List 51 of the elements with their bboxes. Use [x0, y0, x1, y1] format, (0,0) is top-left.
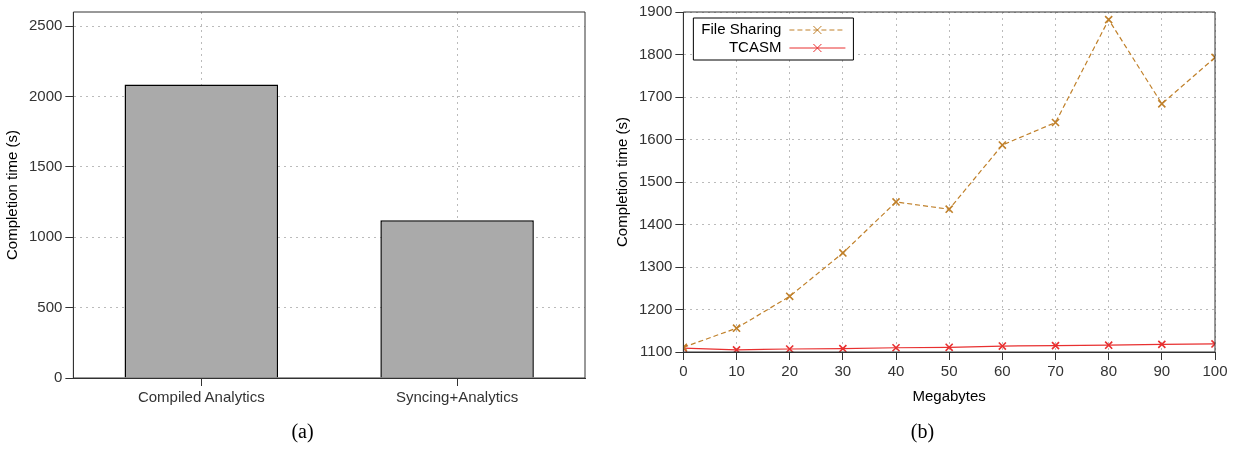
text: (b) — [910, 420, 935, 443]
x-tick-label: 80 — [1100, 362, 1118, 380]
point — [1051, 341, 1060, 350]
point — [1157, 340, 1167, 349]
y-tick-label: 1500 — [28, 156, 63, 174]
x-tick-label: 0 — [679, 362, 688, 380]
y-tick-label: 1400 — [638, 214, 673, 232]
x-axis-title: Megabytes — [912, 387, 986, 405]
x-tick-label: 60 — [994, 362, 1011, 380]
y-tick-label: 1000 — [28, 227, 63, 245]
legend-label: TCASM — [728, 38, 782, 56]
x-tick-label: 90 — [1153, 362, 1171, 380]
x-tick-label: Syncing+Analytics — [396, 388, 519, 406]
y-axis-title: Completion time (s) — [3, 129, 21, 261]
y-tick-label: 1200 — [638, 299, 673, 317]
y-tick-label: 1600 — [638, 129, 673, 147]
y-tick-label: 1100 — [640, 342, 673, 360]
point — [998, 140, 1007, 150]
point — [1051, 118, 1060, 127]
y-tick-label: 2000 — [28, 86, 63, 104]
text: (a) — [291, 420, 314, 443]
x-tick-label: 20 — [781, 362, 799, 380]
point — [785, 344, 795, 352]
point — [838, 248, 848, 258]
point — [838, 344, 848, 352]
y-tick-label: 2500 — [28, 16, 63, 34]
legend-label: File Sharing — [701, 20, 782, 38]
point — [998, 341, 1007, 351]
y-tick-label: 1900 — [638, 2, 673, 20]
y-tick-label: 1700 — [638, 87, 673, 105]
point — [944, 342, 954, 352]
x-tick-label: 100 — [1202, 362, 1228, 380]
y-tick-label: 1300 — [638, 257, 673, 275]
point — [891, 197, 901, 207]
point — [785, 291, 795, 301]
point — [1157, 99, 1167, 109]
x-tick-label: 10 — [728, 362, 745, 380]
point — [1104, 340, 1114, 350]
x-tick-label: 50 — [940, 362, 958, 380]
x-tick-label: 30 — [834, 362, 852, 380]
point — [891, 343, 901, 352]
point — [944, 204, 954, 214]
y-tick-label: 500 — [37, 297, 63, 315]
x-tick-label: 70 — [1047, 362, 1064, 380]
y-tick-label: 1500 — [638, 172, 673, 190]
point — [1104, 15, 1114, 24]
y-tick-label: 1800 — [638, 44, 673, 62]
x-tick-label: Compiled Analytics — [137, 388, 265, 406]
point — [732, 323, 741, 333]
y-axis-title: Completion time (s) — [613, 116, 631, 248]
x-tick-label: 40 — [887, 362, 905, 380]
